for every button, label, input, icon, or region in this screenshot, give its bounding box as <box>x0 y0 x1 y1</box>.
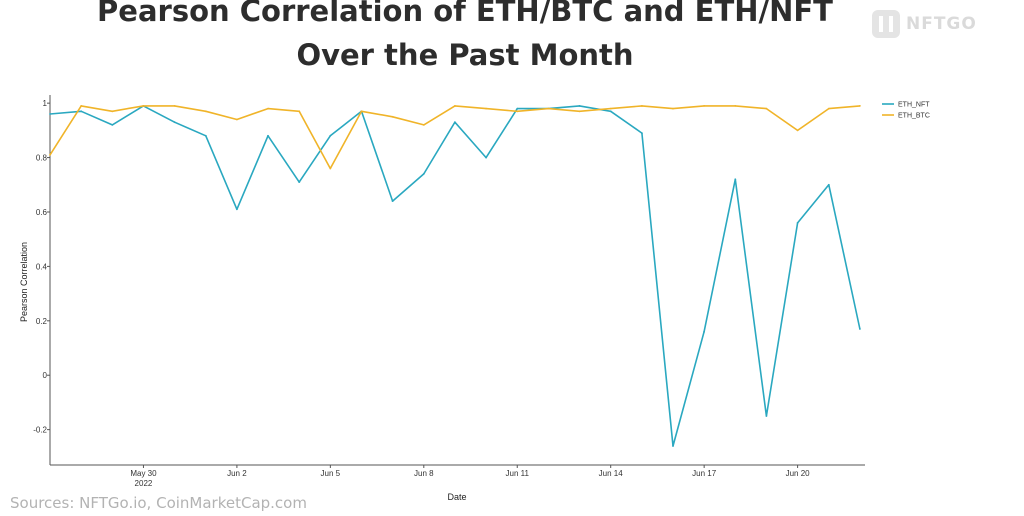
chart-legend: ETH_NFT ETH_BTC <box>882 102 930 120</box>
data-point <box>703 105 705 107</box>
chart-title-line-2: Over the Past Month <box>296 38 634 72</box>
data-point <box>422 173 425 175</box>
data-point <box>859 328 861 330</box>
data-point <box>454 121 456 124</box>
data-point <box>329 134 332 137</box>
logo-text: NFTGO <box>906 14 977 34</box>
data-point <box>578 105 581 107</box>
series-eth-nft <box>49 105 861 447</box>
data-point <box>142 105 145 107</box>
data-point <box>609 107 612 110</box>
data-point <box>547 107 550 110</box>
data-point <box>609 110 612 113</box>
y-axis-title: Pearson Correlation <box>19 242 29 322</box>
data-point <box>734 178 737 181</box>
data-point <box>765 415 768 417</box>
data-point <box>827 107 830 110</box>
y-tick-label: 0 <box>43 371 48 380</box>
nftgo-logo: NFTGO <box>872 8 977 40</box>
data-point <box>516 107 519 110</box>
y-tick-label: 1 <box>43 99 48 108</box>
series-line <box>49 105 861 447</box>
x-tick-label: May 30 <box>130 469 157 478</box>
x-tick-label: Jun 20 <box>786 469 811 478</box>
data-point <box>485 107 487 110</box>
series-eth-btc <box>49 105 861 170</box>
data-point <box>298 181 301 184</box>
data-point <box>80 105 83 107</box>
x-tick-sublabel: 2022 <box>135 479 153 488</box>
legend-label: ETH_NFT <box>898 102 930 109</box>
data-point <box>80 110 83 113</box>
data-point <box>111 110 114 113</box>
legend-item-eth-btc: ETH_BTC <box>882 113 930 120</box>
data-point <box>267 107 269 110</box>
x-axis-title: Date <box>447 492 466 502</box>
data-point <box>672 445 674 447</box>
data-point <box>49 154 51 156</box>
x-tick-label: Jun 5 <box>321 469 341 478</box>
x-tick-label: Jun 8 <box>414 469 434 478</box>
legend-label: ETH_BTC <box>898 113 930 120</box>
data-point <box>765 107 768 110</box>
x-tick-label: Jun 2 <box>227 469 247 478</box>
data-point <box>391 200 394 203</box>
data-point <box>267 134 269 137</box>
y-tick-label: -0.2 <box>33 426 47 435</box>
data-point <box>641 132 643 135</box>
data-point <box>703 330 705 333</box>
y-tick-label: 0.8 <box>36 154 48 163</box>
data-point <box>796 222 799 224</box>
y-tick-label: 0.2 <box>36 317 48 326</box>
chart-series <box>49 105 861 447</box>
data-point <box>672 107 674 110</box>
data-point <box>827 183 830 186</box>
x-tick-label: Jun 17 <box>692 469 717 478</box>
data-point <box>236 118 238 121</box>
data-point <box>796 129 799 132</box>
data-point <box>360 110 363 113</box>
data-point <box>641 105 643 107</box>
data-point <box>298 110 301 113</box>
data-point <box>204 134 207 137</box>
data-point <box>859 105 861 107</box>
x-tick-label: Jun 11 <box>506 469 530 478</box>
y-tick-label: 0.6 <box>36 208 48 217</box>
source-note: Sources: NFTGo.io, CoinMarketCap.com <box>10 494 307 512</box>
data-point <box>734 105 737 107</box>
data-point <box>111 124 114 126</box>
data-point <box>485 156 487 159</box>
data-point <box>49 113 51 115</box>
data-point <box>516 110 519 113</box>
data-point <box>173 121 176 124</box>
data-point <box>329 167 332 170</box>
data-point <box>173 105 176 107</box>
data-point <box>236 208 238 211</box>
x-tick-label: Jun 14 <box>599 469 624 478</box>
data-point <box>204 110 207 113</box>
legend-item-eth-nft: ETH_NFT <box>882 102 930 109</box>
y-tick-label: 0.4 <box>36 262 48 271</box>
data-point <box>422 124 425 126</box>
series-line <box>49 105 860 170</box>
chart-title-line-1: Pearson Correlation of ETH/BTC and ETH/N… <box>97 0 833 28</box>
data-point <box>454 105 456 107</box>
data-point <box>578 110 581 113</box>
nftgo-logo-icon <box>872 10 900 38</box>
data-point <box>391 115 394 118</box>
